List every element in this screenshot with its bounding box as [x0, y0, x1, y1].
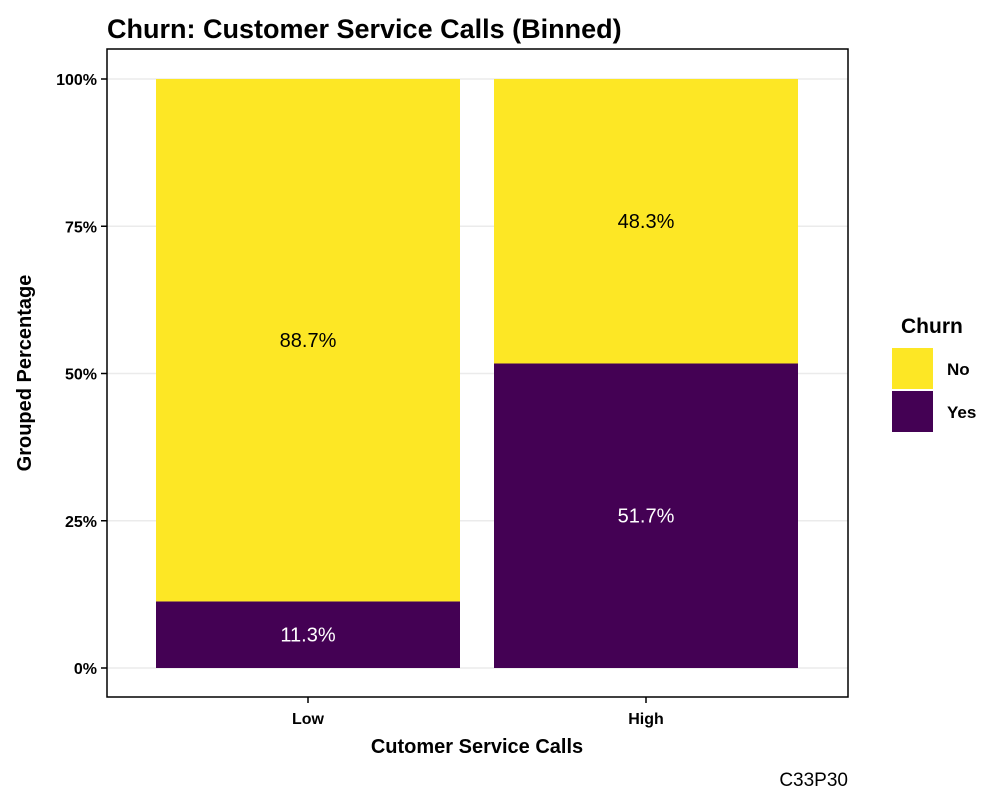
- legend: Churn No Yes: [892, 315, 976, 432]
- bar-segment-no: [494, 79, 798, 364]
- y-tick-label: 75%: [65, 219, 97, 236]
- legend-title: Churn: [901, 315, 963, 338]
- bar-value-label: 11.3%: [280, 625, 335, 647]
- y-axis: 0% 25% 50% 75% 100%: [56, 72, 107, 678]
- x-tick-label: Low: [292, 711, 325, 728]
- x-axis-title: Cutomer Service Calls: [371, 736, 583, 758]
- legend-key: [892, 348, 933, 389]
- y-tick-label: 50%: [65, 367, 97, 384]
- bars: [156, 79, 798, 668]
- bar-labels: 11.3% 88.7% 51.7% 48.3%: [280, 211, 675, 646]
- bar-value-label: 48.3%: [618, 211, 675, 233]
- bar-segment-yes: [156, 601, 460, 668]
- bar-segment-no: [156, 79, 460, 602]
- y-axis-title: Grouped Percentage: [14, 275, 36, 472]
- x-tick-label: High: [628, 711, 664, 728]
- y-tick-label: 0%: [74, 661, 97, 678]
- bar-value-label: 88.7%: [280, 330, 337, 352]
- legend-label: No: [947, 360, 970, 379]
- legend-entries: No Yes: [892, 348, 976, 432]
- legend-key: [892, 391, 933, 432]
- x-axis: Low High: [292, 697, 664, 728]
- legend-label: Yes: [947, 403, 976, 422]
- chart-title: Churn: Customer Service Calls (Binned): [107, 14, 622, 44]
- bar-segment-yes: [494, 363, 798, 668]
- y-tick-label: 25%: [65, 514, 97, 531]
- bar-value-label: 51.7%: [618, 506, 675, 528]
- caption: C33P30: [779, 770, 848, 791]
- y-tick-label: 100%: [56, 72, 97, 89]
